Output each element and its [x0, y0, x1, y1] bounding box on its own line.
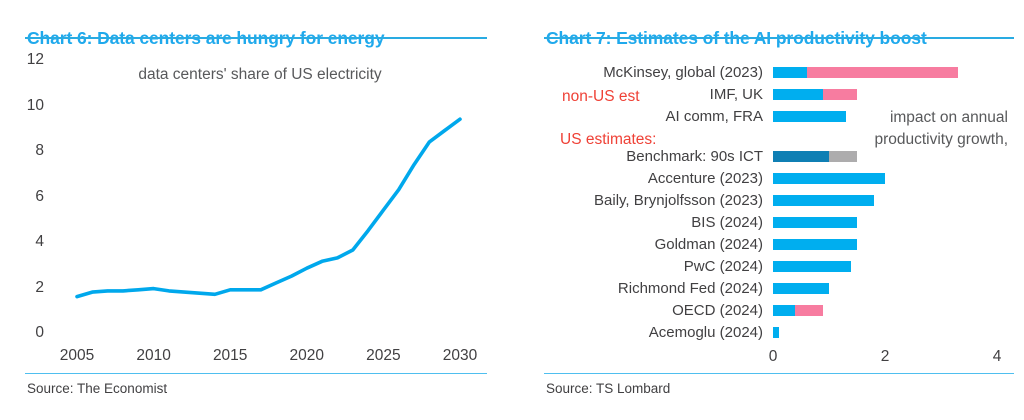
bar-segment-blue	[773, 111, 846, 122]
x-axis-tick-label: 2015	[212, 347, 248, 364]
chart7-annotation: impact on annual productivity growth,	[874, 107, 1008, 150]
bar-row-label: Benchmark: 90s ICT	[626, 148, 763, 165]
bar-segment-blue	[773, 305, 796, 316]
bar-track	[773, 217, 857, 228]
x-axis-tick-label: 2005	[59, 347, 95, 364]
bar-segment-blue	[773, 283, 829, 294]
chart6-line-plot	[75, 117, 462, 299]
chart6-source: Source: The Economist	[27, 381, 168, 396]
bar-track	[773, 239, 857, 250]
bar-row: OECD (2024)	[544, 300, 1014, 322]
y-axis-tick-label: 8	[35, 142, 44, 159]
bar-segment-blue	[773, 89, 824, 100]
chart7-source: Source: TS Lombard	[546, 381, 671, 396]
bar-row: McKinsey, global (2023)	[544, 62, 1014, 84]
us-estimates-group-label: US estimates:	[560, 131, 657, 148]
bar-segment-pink	[823, 89, 857, 100]
bar-track	[773, 283, 829, 294]
bar-row-label: IMF, UK	[709, 86, 763, 103]
electricity-share-line	[75, 117, 462, 299]
chart7-annotation-line1: impact on annual	[889, 109, 1008, 126]
bar-segment-blue	[773, 67, 807, 78]
bar-row-label: Accenture (2023)	[647, 170, 763, 187]
chart7-title-underline	[544, 37, 1014, 39]
x-axis-tick-label: 2010	[136, 347, 171, 364]
bar-row: PwC (2024)	[544, 256, 1014, 278]
bar-row: Richmond Fed (2024)	[544, 278, 1014, 300]
bar-track	[773, 195, 874, 206]
chart6-annotation: data centers' share of US electricity	[138, 66, 382, 83]
bar-row-label: BIS (2024)	[691, 214, 763, 231]
bar-segment-blue	[773, 261, 852, 272]
non-us-estimates-group-label: non-US est	[562, 88, 640, 105]
bar-segment-blue	[773, 195, 874, 206]
bar-segment-blue	[773, 239, 857, 250]
bar-row-label: Acemoglu (2024)	[648, 324, 763, 341]
bar-segment-pink	[806, 67, 958, 78]
x-axis-tick-label: 4	[992, 348, 1002, 365]
bar-row-label: Richmond Fed (2024)	[617, 280, 763, 297]
bar-row: BIS (2024)	[544, 212, 1014, 234]
bar-row-label: Goldman (2024)	[654, 236, 763, 253]
bar-track	[773, 67, 958, 78]
x-axis-tick-label: 2020	[289, 347, 325, 364]
bar-track	[773, 173, 885, 184]
bar-row-label: Baily, Brynjolfsson (2023)	[594, 192, 763, 209]
y-axis-tick-label: 12	[26, 51, 44, 68]
chart6-title-underline	[25, 37, 487, 39]
bar-row-label: OECD (2024)	[672, 302, 763, 319]
chart7-source-divider	[544, 373, 1014, 374]
x-axis-tick-label: 0	[768, 348, 778, 365]
chart6-panel: Chart 6: Data centers are hungry for ene…	[25, 0, 487, 420]
bar-segment-pink	[795, 305, 824, 316]
x-axis-tick-label: 2	[880, 348, 890, 365]
bar-row: Acemoglu (2024)	[544, 322, 1014, 344]
y-axis-tick-label: 4	[35, 233, 44, 250]
bar-row-label: McKinsey, global (2023)	[603, 64, 763, 81]
bar-row: IMF, UK	[544, 84, 1014, 106]
y-axis-tick-label: 0	[35, 324, 44, 341]
bar-row: Goldman (2024)	[544, 234, 1014, 256]
bar-track	[773, 111, 846, 122]
y-axis-tick-label: 2	[35, 278, 44, 296]
bar-track	[773, 89, 857, 100]
chart7-annotation-line2: productivity growth,	[874, 130, 1008, 148]
bar-segment-blue	[773, 217, 857, 228]
bar-segment-gray	[829, 151, 857, 162]
chart7-panel: Chart 7: Estimates of the AI productivit…	[544, 0, 1014, 420]
bar-row-label: AI comm, FRA	[665, 108, 763, 125]
bar-track	[773, 151, 857, 162]
y-axis-tick-label: 10	[26, 96, 44, 114]
bar-track	[773, 261, 852, 272]
bar-segment-blue	[773, 327, 779, 338]
bar-row-label: PwC (2024)	[683, 258, 763, 275]
bar-segment-blue	[773, 173, 885, 184]
bar-track	[773, 327, 779, 338]
bar-row: AI comm, FRA	[544, 106, 1014, 128]
bar-row: Benchmark: 90s ICT	[544, 146, 1014, 168]
chart6-source-divider	[25, 373, 487, 374]
bar-track	[773, 305, 824, 316]
bar-segment-darkblue	[773, 151, 829, 162]
bar-row: Baily, Brynjolfsson (2023)	[544, 190, 1014, 212]
bar-row: Accenture (2023)	[544, 168, 1014, 190]
y-axis-tick-label: 6	[35, 187, 44, 205]
x-axis-tick-label: 2030	[442, 347, 478, 364]
x-axis-tick-label: 2025	[366, 347, 401, 364]
